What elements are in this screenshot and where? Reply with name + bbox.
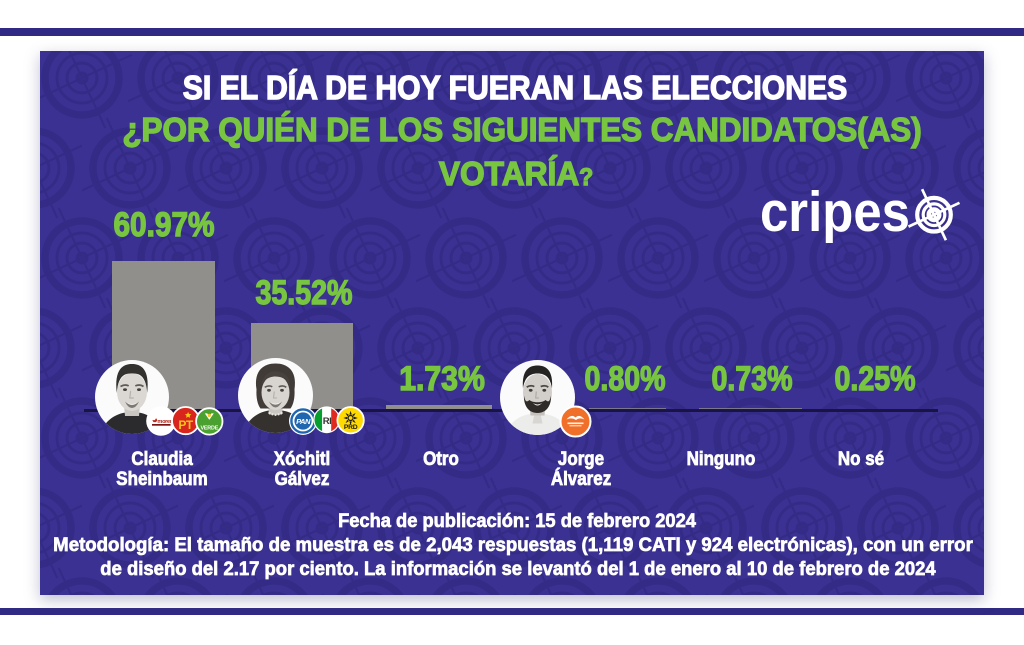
svg-text:VERDE: VERDE — [201, 426, 219, 432]
svg-text:RI: RI — [323, 416, 332, 427]
svg-text:morena: morena — [157, 419, 177, 425]
svg-text:PT: PT — [178, 418, 194, 432]
svg-text:PRD: PRD — [344, 424, 358, 431]
svg-text:cripes: cripes — [760, 180, 910, 244]
svg-text:PAN: PAN — [296, 417, 311, 426]
